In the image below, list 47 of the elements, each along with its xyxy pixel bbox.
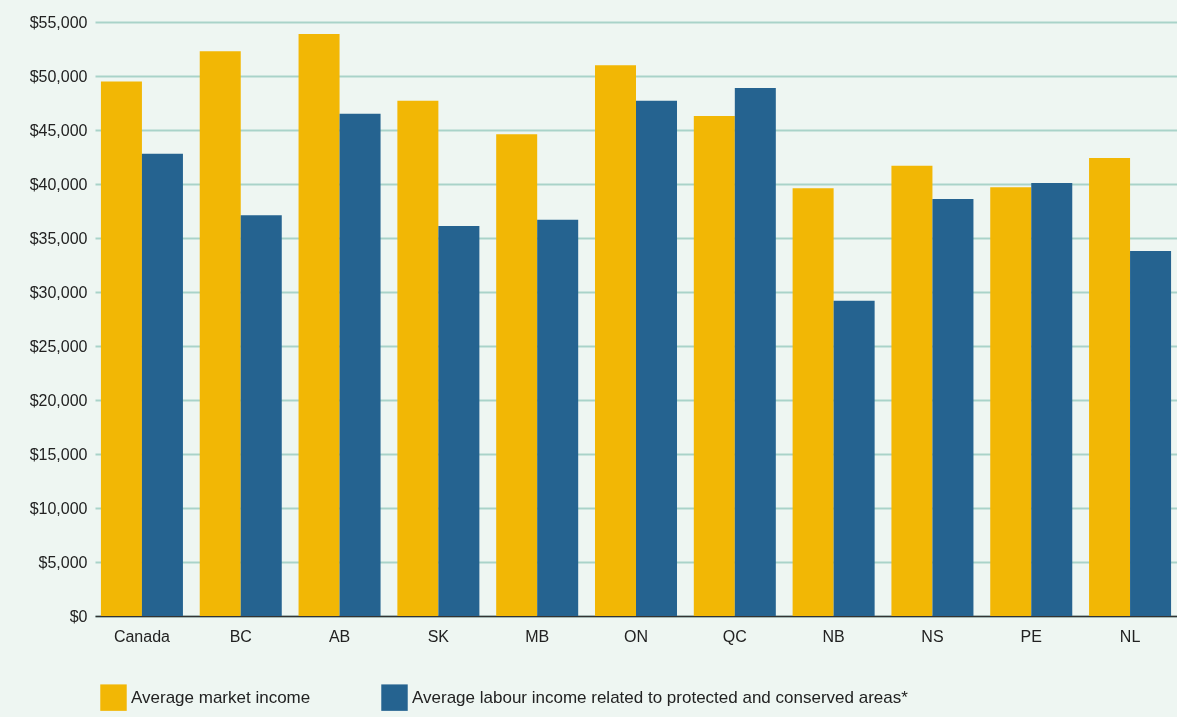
y-tick-label: $10,000: [29, 499, 88, 517]
y-tick-label: $35,000: [29, 229, 88, 247]
bar: [932, 199, 974, 616]
legend-label: Average market income: [131, 687, 311, 707]
bar: [496, 134, 538, 616]
bar: [891, 165, 933, 616]
bar: [792, 188, 834, 616]
bar: [833, 300, 875, 616]
y-tick-label: $30,000: [29, 283, 88, 301]
y-tick-label: $5,000: [38, 553, 88, 571]
bar: [339, 113, 381, 616]
bar: [990, 187, 1032, 616]
bar: [141, 153, 183, 616]
bar: [1130, 250, 1172, 616]
bar: [594, 65, 636, 616]
bar: [397, 100, 439, 616]
y-tick-label: $0: [69, 607, 88, 625]
y-tick-label: $40,000: [29, 175, 88, 193]
y-tick-label: $20,000: [29, 391, 88, 409]
y-tick-label: $50,000: [29, 67, 88, 85]
x-tick-label: NS: [921, 627, 944, 645]
bar: [298, 33, 340, 616]
bar: [734, 87, 776, 616]
legend-label: Average labour income related to protected and conserved areas*: [412, 687, 909, 707]
x-tick-label: BC: [229, 627, 252, 645]
x-tick-label: Canada: [113, 627, 171, 645]
x-tick-label: MB: [525, 627, 550, 645]
y-tick-label: $15,000: [29, 445, 88, 463]
y-tick-label: $25,000: [29, 337, 88, 355]
bar: [537, 219, 579, 616]
x-tick-label: ON: [624, 627, 648, 645]
bar: [1089, 158, 1131, 616]
y-tick-label: $45,000: [29, 121, 88, 139]
bar: [1031, 182, 1073, 616]
y-tick-label: $55,000: [29, 13, 88, 31]
bar: [438, 226, 480, 616]
x-tick-label: NB: [822, 627, 845, 645]
bar: [693, 115, 735, 616]
x-tick-label: SK: [427, 627, 450, 645]
x-tick-label: NL: [1119, 627, 1141, 645]
bar: [636, 100, 678, 616]
bar: [100, 81, 142, 616]
x-tick-label: QC: [722, 627, 747, 645]
bar: [240, 215, 282, 616]
x-tick-label: AB: [328, 627, 351, 645]
x-tick-label: PE: [1020, 627, 1042, 645]
bar: [199, 51, 241, 616]
